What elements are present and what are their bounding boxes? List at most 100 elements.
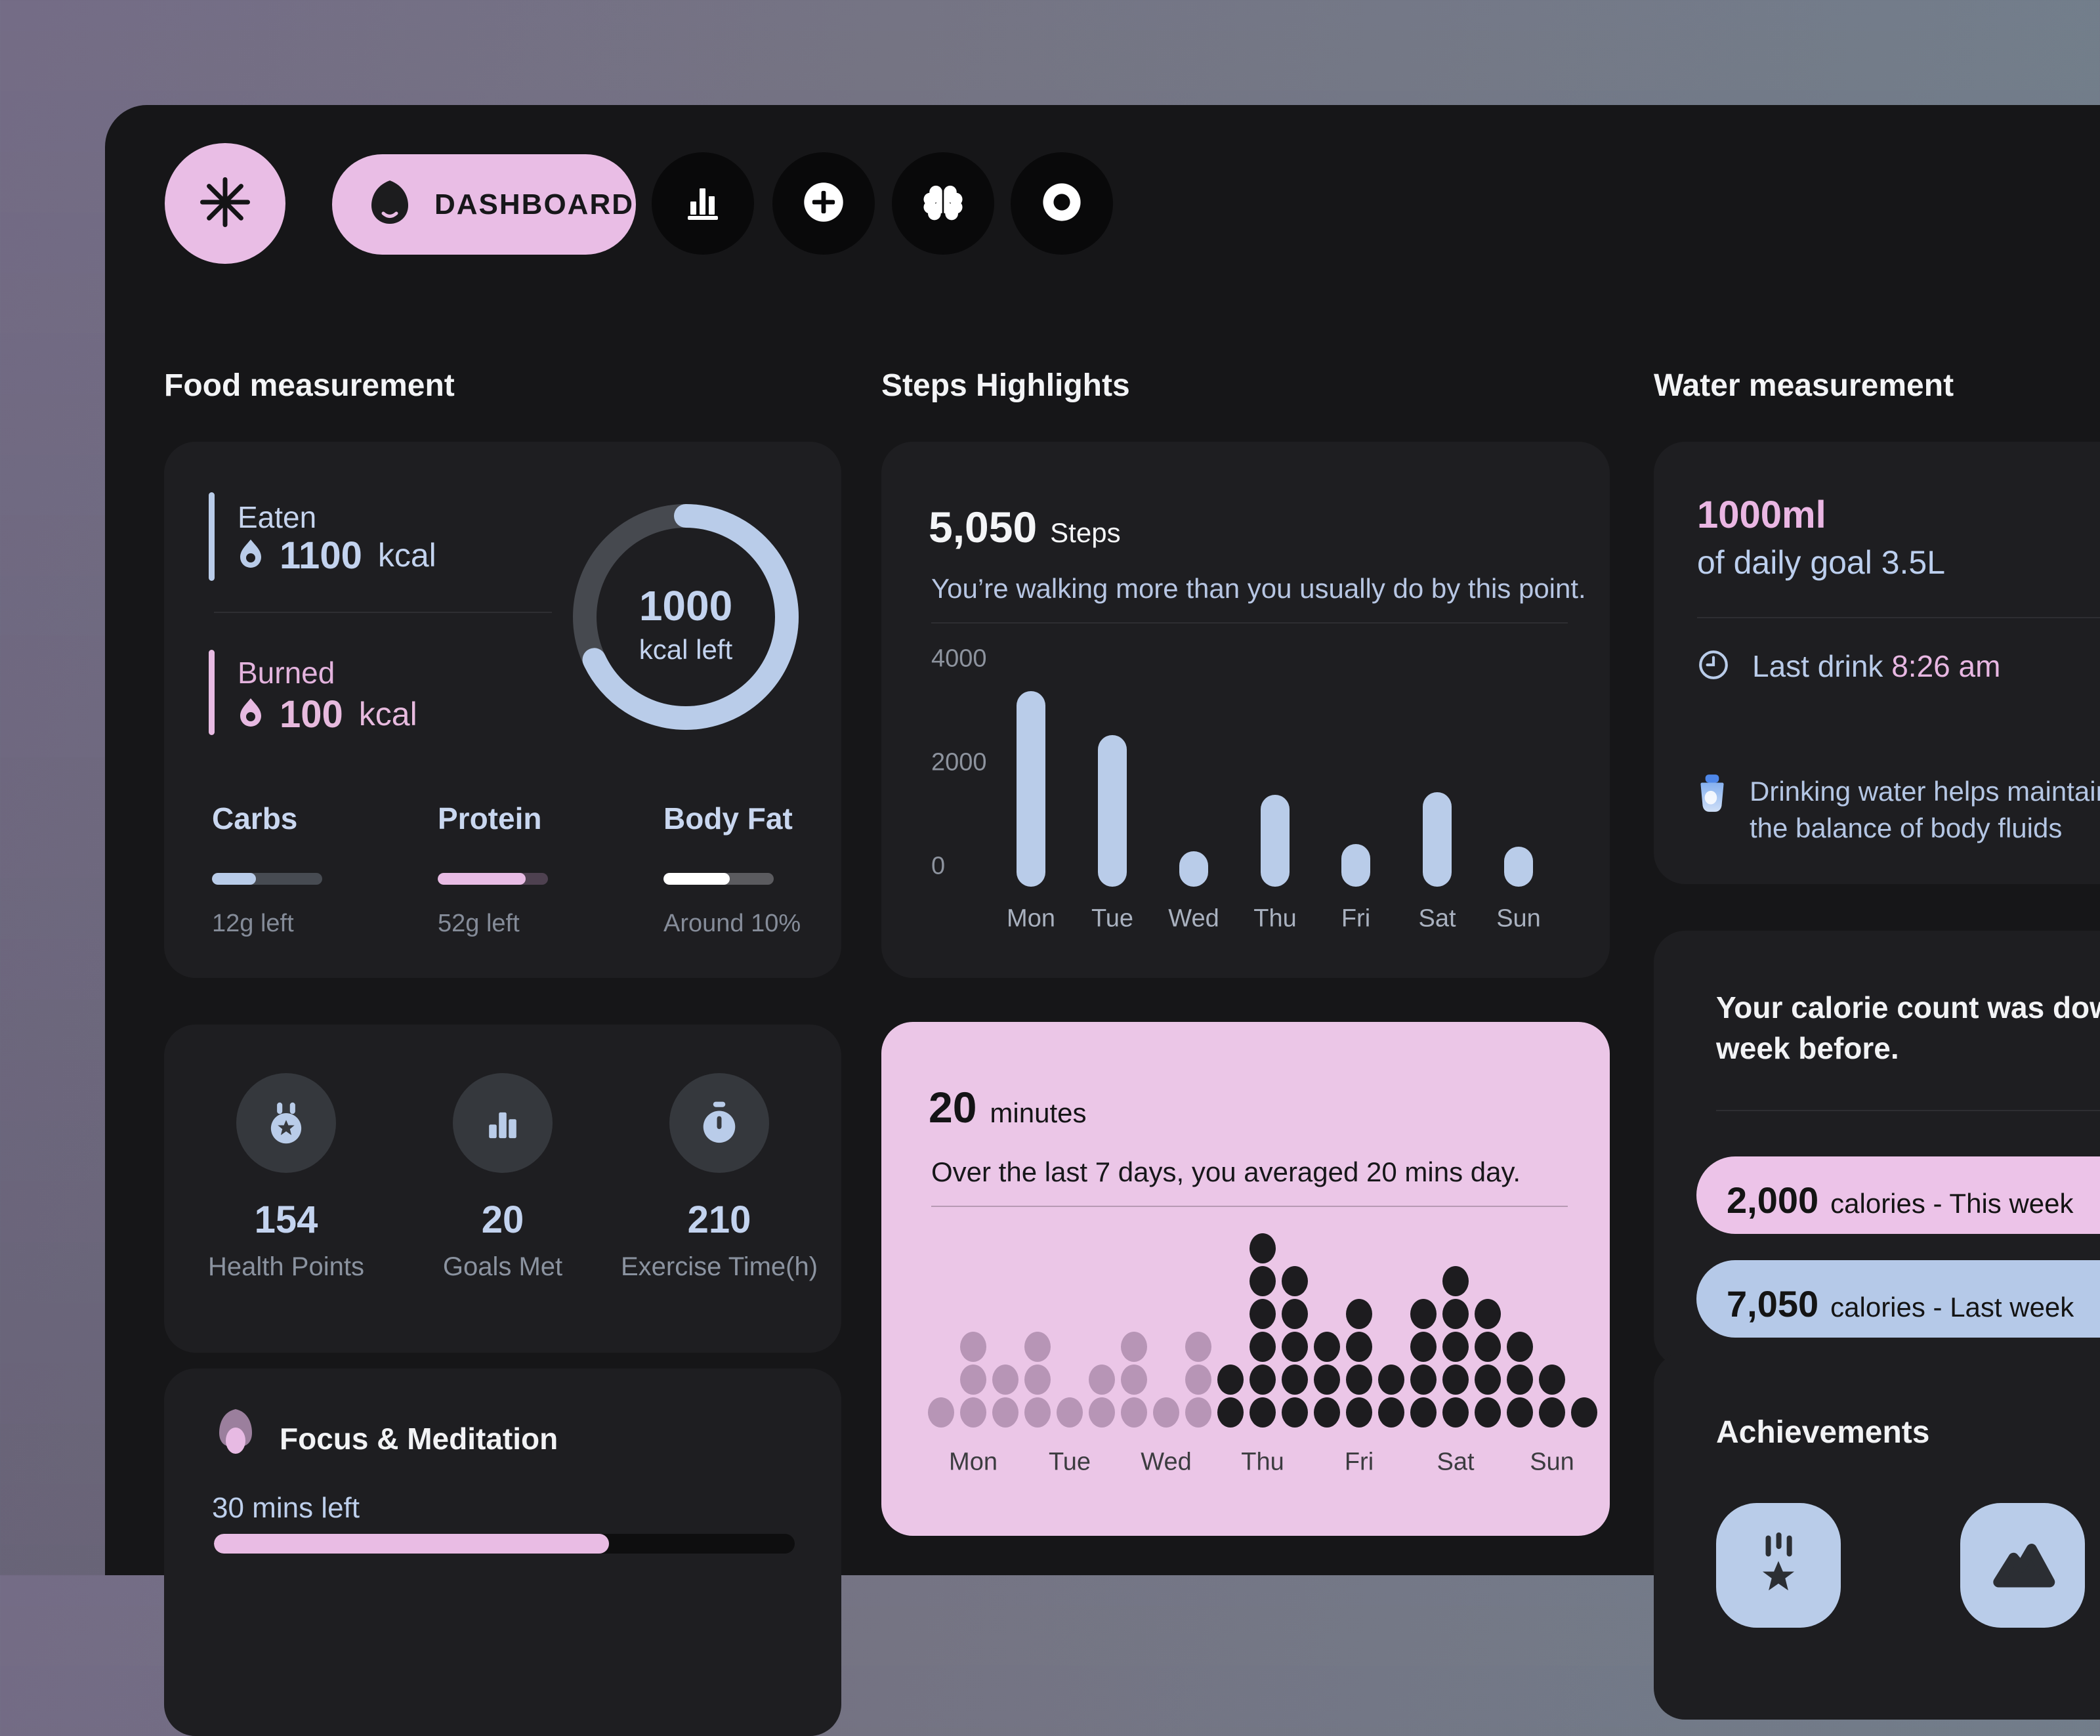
x-axis-label: Sat xyxy=(1437,1448,1475,1476)
macro-progress xyxy=(438,873,548,885)
minute-dot xyxy=(1475,1332,1501,1362)
macro-label: Body Fat xyxy=(663,801,793,836)
minute-dot xyxy=(1282,1365,1308,1395)
add-button[interactable] xyxy=(772,152,875,255)
steps-bar-mon xyxy=(1017,690,1045,887)
burned-accent-bar xyxy=(209,650,215,735)
x-axis-label: Thu xyxy=(1253,904,1297,933)
minute-dot xyxy=(1282,1266,1308,1296)
pill-label: calories - This week xyxy=(1830,1188,2074,1219)
flame-icon xyxy=(238,697,264,732)
macro-note: 52g left xyxy=(438,910,520,937)
minute-dot xyxy=(960,1365,986,1395)
eaten-value: 1100 xyxy=(280,534,362,577)
minute-dot xyxy=(1442,1365,1469,1395)
stopwatch-icon xyxy=(669,1073,769,1173)
last-drink-label: Last drink xyxy=(1752,649,1883,683)
steps-value: 5,050 xyxy=(929,503,1038,551)
stats-card: 154 Health Points 20 Goals Met xyxy=(164,1025,841,1353)
plus-icon xyxy=(803,181,845,226)
mind-button[interactable] xyxy=(892,152,994,255)
steps-bar-fri xyxy=(1341,843,1370,887)
minutes-subtitle: Over the last 7 days, you averaged 20 mi… xyxy=(931,1156,1521,1187)
macro-protein: Protein 52g left xyxy=(438,801,621,938)
clock-icon xyxy=(1697,648,1730,685)
minute-dot xyxy=(960,1332,986,1362)
stat-health-points: 154 Health Points xyxy=(178,1073,394,1282)
focus-title: Focus & Meditation xyxy=(280,1422,558,1456)
minute-dot xyxy=(1121,1397,1147,1428)
minute-dot xyxy=(992,1397,1018,1428)
minute-dot xyxy=(1442,1397,1469,1428)
steps-bar-wed xyxy=(1179,851,1208,887)
pill-value: 7,050 xyxy=(1727,1283,1819,1324)
achievement-badge-shooting-star[interactable] xyxy=(1716,1503,1841,1628)
minute-dot xyxy=(1346,1299,1372,1329)
nav-dashboard-label: DASHBOARD xyxy=(434,188,634,221)
flame-icon xyxy=(238,538,264,573)
stat-label: Health Points xyxy=(208,1252,364,1281)
calorie-message-line1: Your calorie count was down compared to … xyxy=(1716,990,2100,1025)
app-logo-button[interactable] xyxy=(165,143,285,264)
calorie-message: Your calorie count was down compared to … xyxy=(1716,987,2100,1069)
donut-icon xyxy=(1041,181,1083,226)
x-axis-label: Fri xyxy=(1344,1448,1374,1476)
steps-unit: Steps xyxy=(1050,517,1121,548)
x-axis-label: Tue xyxy=(1048,1448,1091,1476)
eaten-accent-bar xyxy=(209,492,215,581)
minute-dot xyxy=(992,1365,1018,1395)
burned-value: 100 xyxy=(280,692,343,736)
asterisk-icon xyxy=(194,171,257,237)
focus-progress[interactable] xyxy=(214,1534,795,1554)
calories-this-week-pill: 2,000 calories - This week xyxy=(1696,1156,2100,1234)
eaten-label: Eaten xyxy=(238,500,317,534)
stat-label: Goals Met xyxy=(442,1252,563,1281)
x-axis-label: Mon xyxy=(949,1448,998,1476)
kcal-ring: 1000 kcal left xyxy=(573,504,799,730)
minute-dot xyxy=(1314,1365,1340,1395)
minute-dot xyxy=(1571,1397,1597,1428)
x-axis-label: Mon xyxy=(1007,904,1055,933)
x-axis-label: Sun xyxy=(1530,1448,1574,1476)
minute-dot xyxy=(1346,1397,1372,1428)
minute-dot xyxy=(1250,1266,1276,1296)
minute-dot xyxy=(1250,1299,1276,1329)
record-button[interactable] xyxy=(1011,152,1113,255)
water-goal: of daily goal 3.5L xyxy=(1697,544,1946,581)
steps-bar-thu xyxy=(1261,794,1290,887)
calorie-summary-card: Your calorie count was down compared to … xyxy=(1654,931,2100,1367)
minute-dot xyxy=(1378,1365,1404,1395)
minute-dot xyxy=(1378,1397,1404,1428)
macro-carbs: Carbs 12g left xyxy=(212,801,396,938)
steps-bar-sun xyxy=(1504,846,1533,887)
minute-dot xyxy=(1121,1332,1147,1362)
minute-dot xyxy=(1314,1332,1340,1362)
bars-icon xyxy=(453,1073,553,1173)
y-axis-tick: 2000 xyxy=(931,748,987,776)
water-value: 1000ml xyxy=(1697,494,1826,536)
macro-progress xyxy=(663,873,774,885)
minutes-value: 20 xyxy=(929,1083,977,1132)
steps-bar-chart: 0 2000 4000 Mon Tue Wed Thu Fri Sat Sun xyxy=(881,442,1610,978)
steps-section-title: Steps Highlights xyxy=(881,368,1130,403)
last-drink-time: 8:26 am xyxy=(1891,649,2001,683)
water-bottle-icon xyxy=(1697,773,1727,817)
x-axis-label: Wed xyxy=(1168,904,1219,933)
minute-dot xyxy=(1410,1397,1437,1428)
minute-dot xyxy=(1024,1365,1051,1395)
minute-dot xyxy=(1057,1397,1083,1428)
minutes-dot-chart: Mon Tue Wed Thu Fri Sat Sun xyxy=(881,1022,1610,1536)
minutes-divider xyxy=(931,1206,1568,1207)
nav-dashboard[interactable]: DASHBOARD xyxy=(332,154,636,255)
minute-dot xyxy=(1217,1365,1244,1395)
eaten-unit: kcal xyxy=(377,537,436,574)
minute-dot xyxy=(1024,1332,1051,1362)
x-axis-label: Wed xyxy=(1141,1448,1192,1476)
stats-button[interactable] xyxy=(652,152,754,255)
macro-progress xyxy=(212,873,322,885)
minute-dot xyxy=(1089,1397,1115,1428)
achievement-badge-mountains[interactable] xyxy=(1960,1503,2085,1628)
minute-dot xyxy=(1089,1365,1115,1395)
steps-bar-tue xyxy=(1098,734,1127,887)
y-axis-tick: 0 xyxy=(931,852,946,880)
